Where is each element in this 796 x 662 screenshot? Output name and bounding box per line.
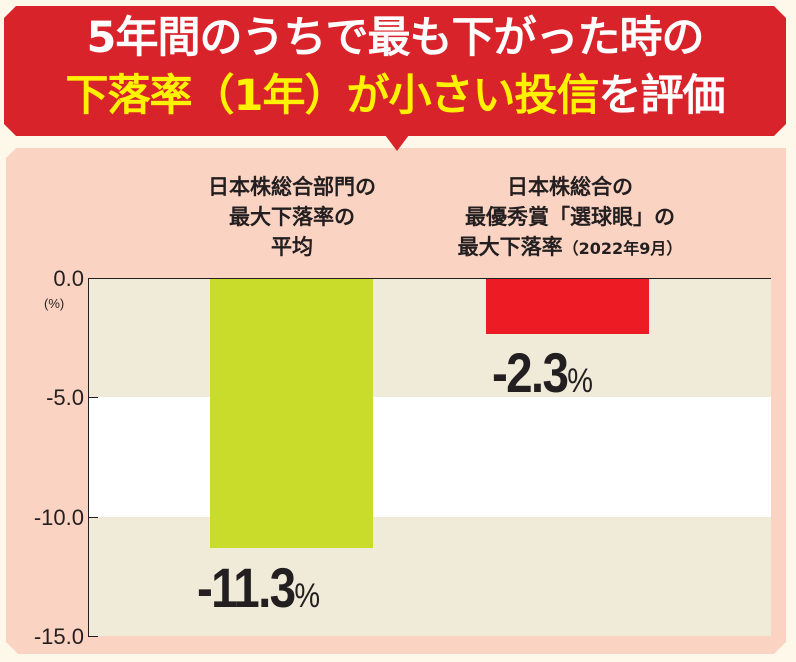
y-tick-label: -15.0	[33, 624, 84, 649]
value-unit: %	[294, 577, 321, 615]
y-tick	[88, 397, 98, 398]
title-highlight-1: 下落率（1年）	[65, 71, 348, 121]
bar-senkyugan	[486, 279, 649, 334]
category-label-line: 最優秀賞「選球眼」の	[465, 205, 675, 229]
y-tick	[88, 517, 98, 518]
category-label-line: 日本株総合部門の	[208, 175, 376, 199]
category-label-1: 日本株総合部門の 最大下落率の 平均	[150, 172, 434, 262]
value-label-2: -2.3%	[492, 345, 593, 409]
plot-band	[89, 397, 771, 517]
value-unit: %	[567, 362, 593, 400]
title-highlight-2: が小さい投信	[346, 71, 599, 121]
category-label-line: 日本株総合の	[507, 175, 633, 199]
y-tick-label: -5.0	[46, 385, 84, 410]
y-axis-unit: (%)	[44, 296, 65, 311]
title-line-2: 下落率（1年）が小さい投信を評価	[4, 68, 786, 124]
category-label-line: 最大下落率の	[229, 205, 355, 229]
y-axis-line	[88, 278, 89, 637]
value-number: -11.3	[197, 556, 296, 619]
y-tick-label: 0.0	[53, 266, 84, 291]
y-tick	[88, 636, 98, 637]
title-line-1: 5年間のうちで最も下がった時の	[86, 13, 705, 63]
banner-pointer	[385, 135, 409, 151]
value-number: -2.3	[492, 341, 569, 404]
category-label-2: 日本株総合の 最優秀賞「選球眼」の 最大下落率（2022年9月）	[410, 172, 730, 264]
title-banner: 5年間のうちで最も下がった時の 下落率（1年）が小さい投信を評価	[4, 6, 786, 136]
category-label-line: 平均	[271, 235, 313, 259]
category-label-date: （2022年9月）	[562, 239, 683, 258]
category-label-line: 最大下落率（2022年9月）	[410, 232, 730, 264]
title-rest: を評価	[598, 71, 725, 121]
x-axis-line	[88, 278, 771, 279]
value-label-1: -11.3%	[197, 560, 320, 624]
bar-category-average	[210, 279, 373, 548]
y-tick-label: -10.0	[33, 505, 84, 530]
category-label-text: 最大下落率	[457, 235, 563, 259]
